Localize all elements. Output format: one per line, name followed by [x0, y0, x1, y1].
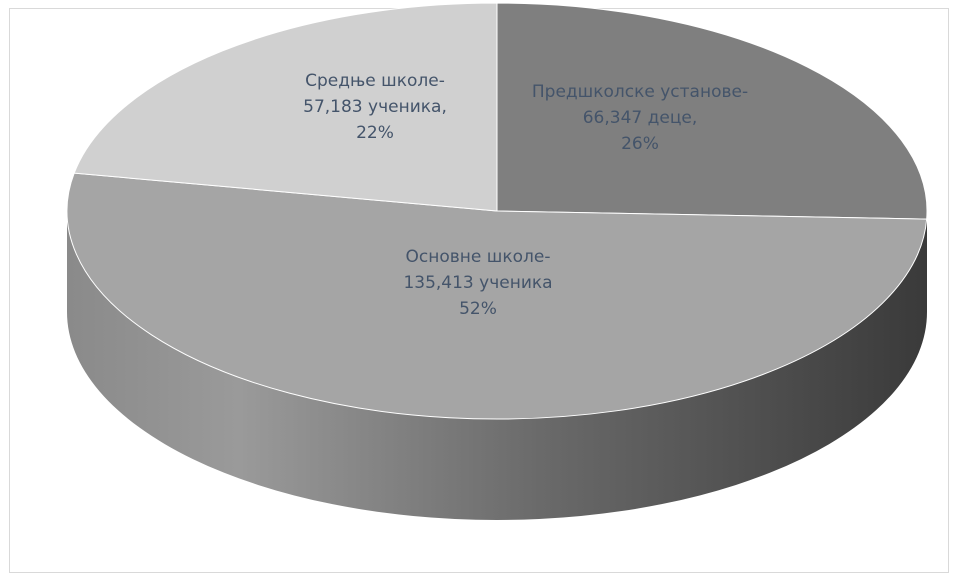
- slice-label-line: Основне школе-: [406, 247, 551, 267]
- pie-slice-secondary-schools: [73, 2, 498, 212]
- pie-slice-preschool: [496, 2, 928, 220]
- slice-label-line: 26%: [621, 134, 659, 154]
- slice-label-primary-schools: Основне школе- 135,413 ученика 52%: [403, 247, 552, 319]
- slice-label-line: 57,183 ученика,: [303, 97, 447, 117]
- slice-label-line: 135,413 ученика: [403, 273, 552, 293]
- slice-label-line: 66,347 деце,: [583, 108, 698, 128]
- slice-label-secondary-schools: Средње школе- 57,183 ученика, 22%: [303, 71, 447, 143]
- pie-side-wall: [67, 211, 927, 520]
- slice-label-line: 52%: [459, 299, 497, 319]
- slice-label-line: 22%: [356, 123, 394, 143]
- pie-slice-primary-schools: [66, 172, 928, 420]
- slice-label-preschool: Предшколске установе- 66,347 деце, 26%: [532, 82, 748, 154]
- slice-label-line: Средње школе-: [305, 71, 445, 91]
- slice-label-line: Предшколске установе-: [532, 82, 748, 102]
